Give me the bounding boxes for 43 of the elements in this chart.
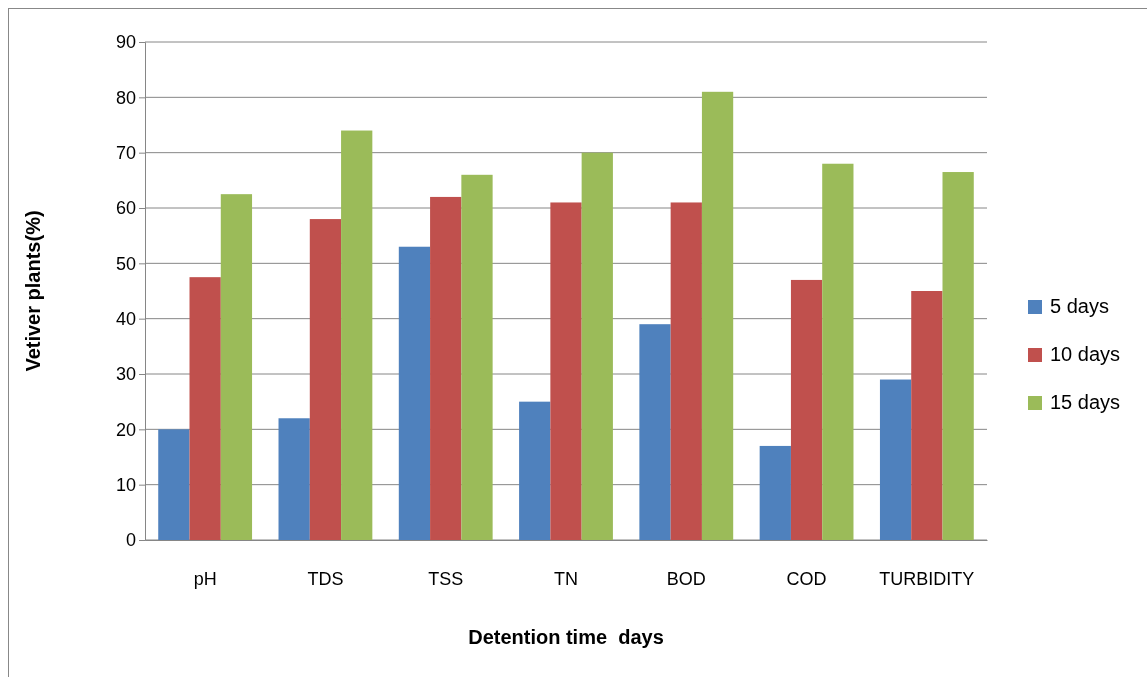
bar [430, 196, 462, 540]
x-axis-title: Detention time days [468, 626, 664, 648]
bar [278, 418, 310, 540]
bar [879, 379, 912, 540]
legend-label: 15 days [1050, 391, 1121, 413]
y-tick-label: 30 [115, 364, 136, 385]
y-tick-label: 80 [115, 87, 136, 108]
x-tick-label: TURBIDITY [879, 568, 975, 589]
bar [790, 279, 823, 540]
x-tick-label: COD [786, 568, 827, 589]
x-tick-label: BOD [666, 568, 706, 589]
bar [701, 91, 734, 540]
y-tick-label: 60 [115, 198, 136, 219]
bar [461, 174, 493, 540]
bar [670, 202, 702, 540]
y-tick-label: 70 [115, 142, 136, 163]
y-tick-label: 10 [115, 474, 136, 495]
bar [759, 445, 791, 540]
bar [911, 291, 943, 540]
bar [309, 219, 342, 540]
bar [639, 324, 671, 540]
y-axis-title: Vetiver plants(%) [22, 210, 44, 372]
y-tick-label: 0 [125, 530, 136, 551]
y-tick-label: 50 [115, 253, 136, 274]
bar [550, 202, 582, 540]
legend-label: 5 days [1050, 295, 1109, 317]
bar [189, 277, 221, 540]
x-tick-label: pH [193, 568, 217, 589]
legend-label: 10 days [1050, 343, 1121, 365]
bar [158, 429, 190, 540]
x-tick-label: TDS [307, 568, 344, 589]
x-tick-label: TN [554, 568, 578, 589]
y-tick-label: 40 [115, 308, 136, 329]
bar [822, 163, 854, 540]
y-tick-label: 90 [115, 32, 136, 53]
y-tick-label: 20 [115, 419, 136, 440]
bar [942, 172, 974, 540]
bar [220, 194, 253, 540]
bar [581, 152, 613, 540]
bar [519, 401, 551, 540]
bar [341, 130, 373, 540]
x-tick-label: TSS [428, 568, 464, 589]
bar [398, 246, 431, 540]
